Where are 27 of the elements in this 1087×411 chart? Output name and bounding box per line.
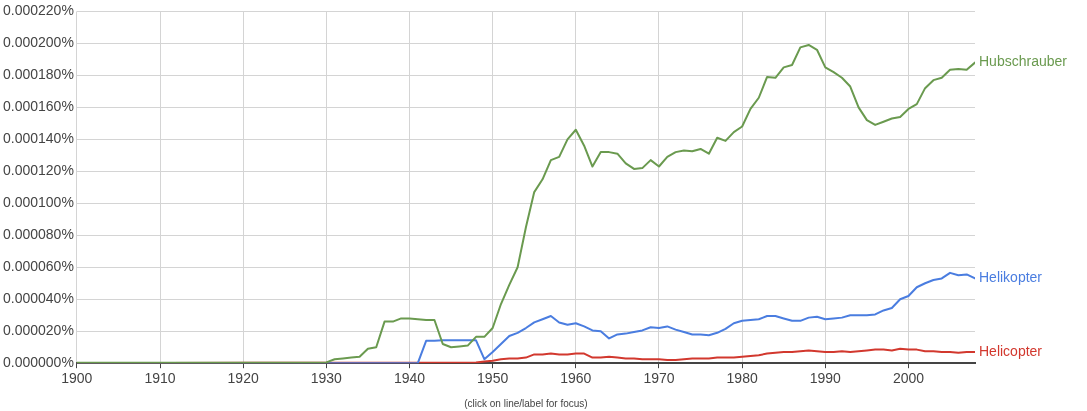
y-tick-label: 0.000120% bbox=[3, 162, 74, 179]
x-tick-label: 1940 bbox=[393, 370, 426, 387]
x-tick-label: 1900 bbox=[61, 370, 93, 387]
y-tick-label: 0.000000% bbox=[3, 354, 74, 371]
y-tick-label: 0.000200% bbox=[3, 34, 74, 51]
series-label: Helikopter bbox=[979, 269, 1043, 286]
y-tick-label: 0.000080% bbox=[3, 226, 74, 243]
x-tick-label: 1930 bbox=[310, 370, 343, 387]
y-tick-label: 0.000220% bbox=[3, 2, 74, 19]
text: (click on line/label for focus) bbox=[464, 397, 588, 409]
x-tick-label: 1950 bbox=[477, 370, 509, 387]
x-tick-label: 1920 bbox=[227, 370, 259, 387]
x-tick-label: 1990 bbox=[809, 370, 842, 387]
x-tick-label: 1910 bbox=[144, 370, 176, 387]
series-label: Hubschrauber bbox=[979, 53, 1068, 70]
x-tick-label: 1970 bbox=[643, 370, 675, 387]
y-tick-label: 0.000140% bbox=[3, 130, 74, 147]
y-tick-label: 0.000040% bbox=[3, 290, 74, 307]
x-tick-label: 1980 bbox=[726, 370, 758, 387]
y-tick-label: 0.000020% bbox=[3, 322, 74, 339]
y-tick-label: 0.000160% bbox=[3, 98, 74, 115]
y-tick-label: 0.000100% bbox=[3, 194, 74, 211]
y-tick-label: 0.000060% bbox=[3, 258, 74, 275]
y-tick-label: 0.000180% bbox=[3, 66, 74, 83]
x-tick-label: 2000 bbox=[892, 370, 925, 387]
x-tick-label: 1960 bbox=[560, 370, 592, 387]
series-label: Helicopter bbox=[979, 342, 1043, 359]
